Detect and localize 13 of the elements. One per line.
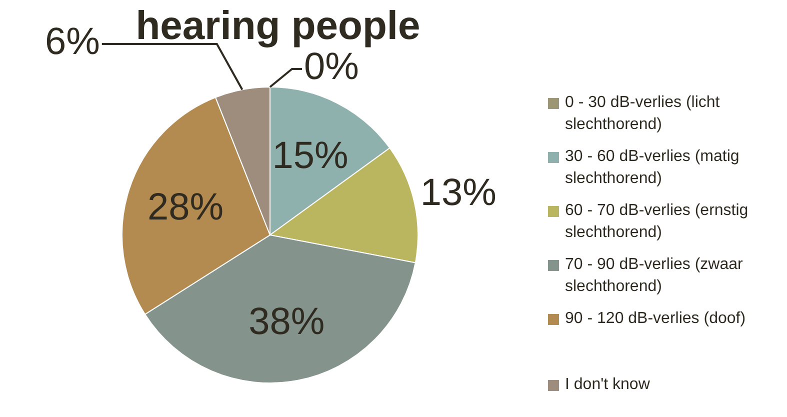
data-label: 28%: [148, 186, 224, 229]
legend-label: 30 - 60 dB-verlies (matig slechthorend): [565, 147, 740, 189]
legend-label: 60 - 70 dB-verlies (ernstig slechthorend): [565, 201, 750, 243]
chart-title: hearing people: [136, 4, 420, 48]
legend-label: 70 - 90 dB-verlies (zwaar slechthorend): [565, 255, 744, 297]
data-label: 6%: [44, 21, 100, 64]
text: 0%: [304, 46, 359, 88]
data-label: 13%: [420, 172, 496, 214]
data-label: 38%: [248, 301, 325, 344]
legend-label: I don't know: [565, 375, 650, 395]
legend-label: 90 - 120 dB-verlies (doof): [565, 309, 746, 329]
legend-label: 0 - 30 dB-verlies (licht slechthorend): [565, 93, 721, 135]
data-label: 15%: [272, 134, 348, 177]
